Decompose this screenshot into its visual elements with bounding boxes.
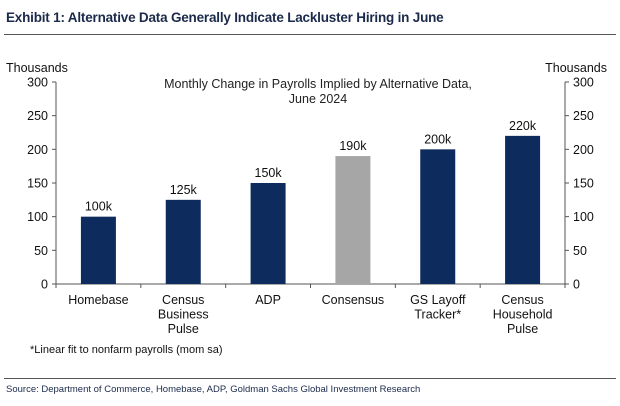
bar-5 xyxy=(505,135,541,284)
x-category-label: GS Layoff xyxy=(410,293,466,307)
bar-data-label: 220k xyxy=(509,119,537,133)
x-category-label: ADP xyxy=(255,293,281,307)
y-axis-label-right: Thousands xyxy=(545,61,607,75)
bar-data-label: 100k xyxy=(85,200,113,214)
x-category-label: Census xyxy=(162,293,204,307)
x-category-label: Household xyxy=(493,308,553,322)
x-category-label: Homebase xyxy=(68,293,128,307)
bar-data-label: 190k xyxy=(339,139,367,153)
chart-title-line-2: June 2024 xyxy=(289,92,347,106)
exhibit-title: Exhibit 1: Alternative Data Generally In… xyxy=(6,10,444,25)
y-tick-label-right: 150 xyxy=(573,177,594,191)
bottom-divider xyxy=(4,378,616,379)
chart-title-line-1: Monthly Change in Payrolls Implied by Al… xyxy=(164,77,472,91)
x-category-label: Business xyxy=(158,308,209,322)
y-tick-label-left: 50 xyxy=(34,244,48,258)
y-tick-label-left: 250 xyxy=(27,109,48,123)
x-category-label: Consensus xyxy=(322,293,385,307)
top-divider xyxy=(4,34,616,35)
bars xyxy=(80,135,541,284)
y-tick-label-right: 0 xyxy=(573,278,580,292)
y-tick-label-right: 50 xyxy=(573,244,587,258)
x-category-label: Pulse xyxy=(168,322,199,336)
source-note: Source: Department of Commerce, Homebase… xyxy=(6,384,421,395)
y-tick-label-left: 100 xyxy=(27,210,48,224)
bar-0 xyxy=(80,216,116,284)
y-tick-label-left: 0 xyxy=(41,278,48,292)
bar-data-label: 125k xyxy=(170,183,198,197)
data-labels: 100k 125k 150k 190k 200k 220k xyxy=(85,119,537,214)
footnote: *Linear fit to nonfarm payrolls (mom sa) xyxy=(30,344,223,356)
x-category-label: Census xyxy=(501,293,543,307)
y-tick-label-left: 200 xyxy=(27,143,48,157)
x-category-label: Pulse xyxy=(507,322,538,336)
axes: 0 0 50 50 100 100 150 150 200 200 250 250 300 300 xyxy=(27,76,594,292)
y-tick-label-right: 100 xyxy=(573,210,594,224)
bar-4 xyxy=(420,149,456,284)
bar-1 xyxy=(165,199,201,284)
y-tick-label-right: 200 xyxy=(573,143,594,157)
chart-title: Monthly Change in Payrolls Implied by Al… xyxy=(164,77,472,106)
bar-data-label: 150k xyxy=(255,166,283,180)
y-tick-label-right: 250 xyxy=(573,109,594,123)
x-category-label: Tracker* xyxy=(414,308,461,322)
y-tick-label-left: 300 xyxy=(27,76,48,90)
y-tick-label-left: 150 xyxy=(27,177,48,191)
bar-3 xyxy=(335,156,371,284)
y-tick-label-right: 300 xyxy=(573,76,594,90)
bar-2 xyxy=(250,183,286,284)
y-axis-label-left: Thousands xyxy=(6,61,68,75)
bar-data-label: 200k xyxy=(424,132,452,146)
